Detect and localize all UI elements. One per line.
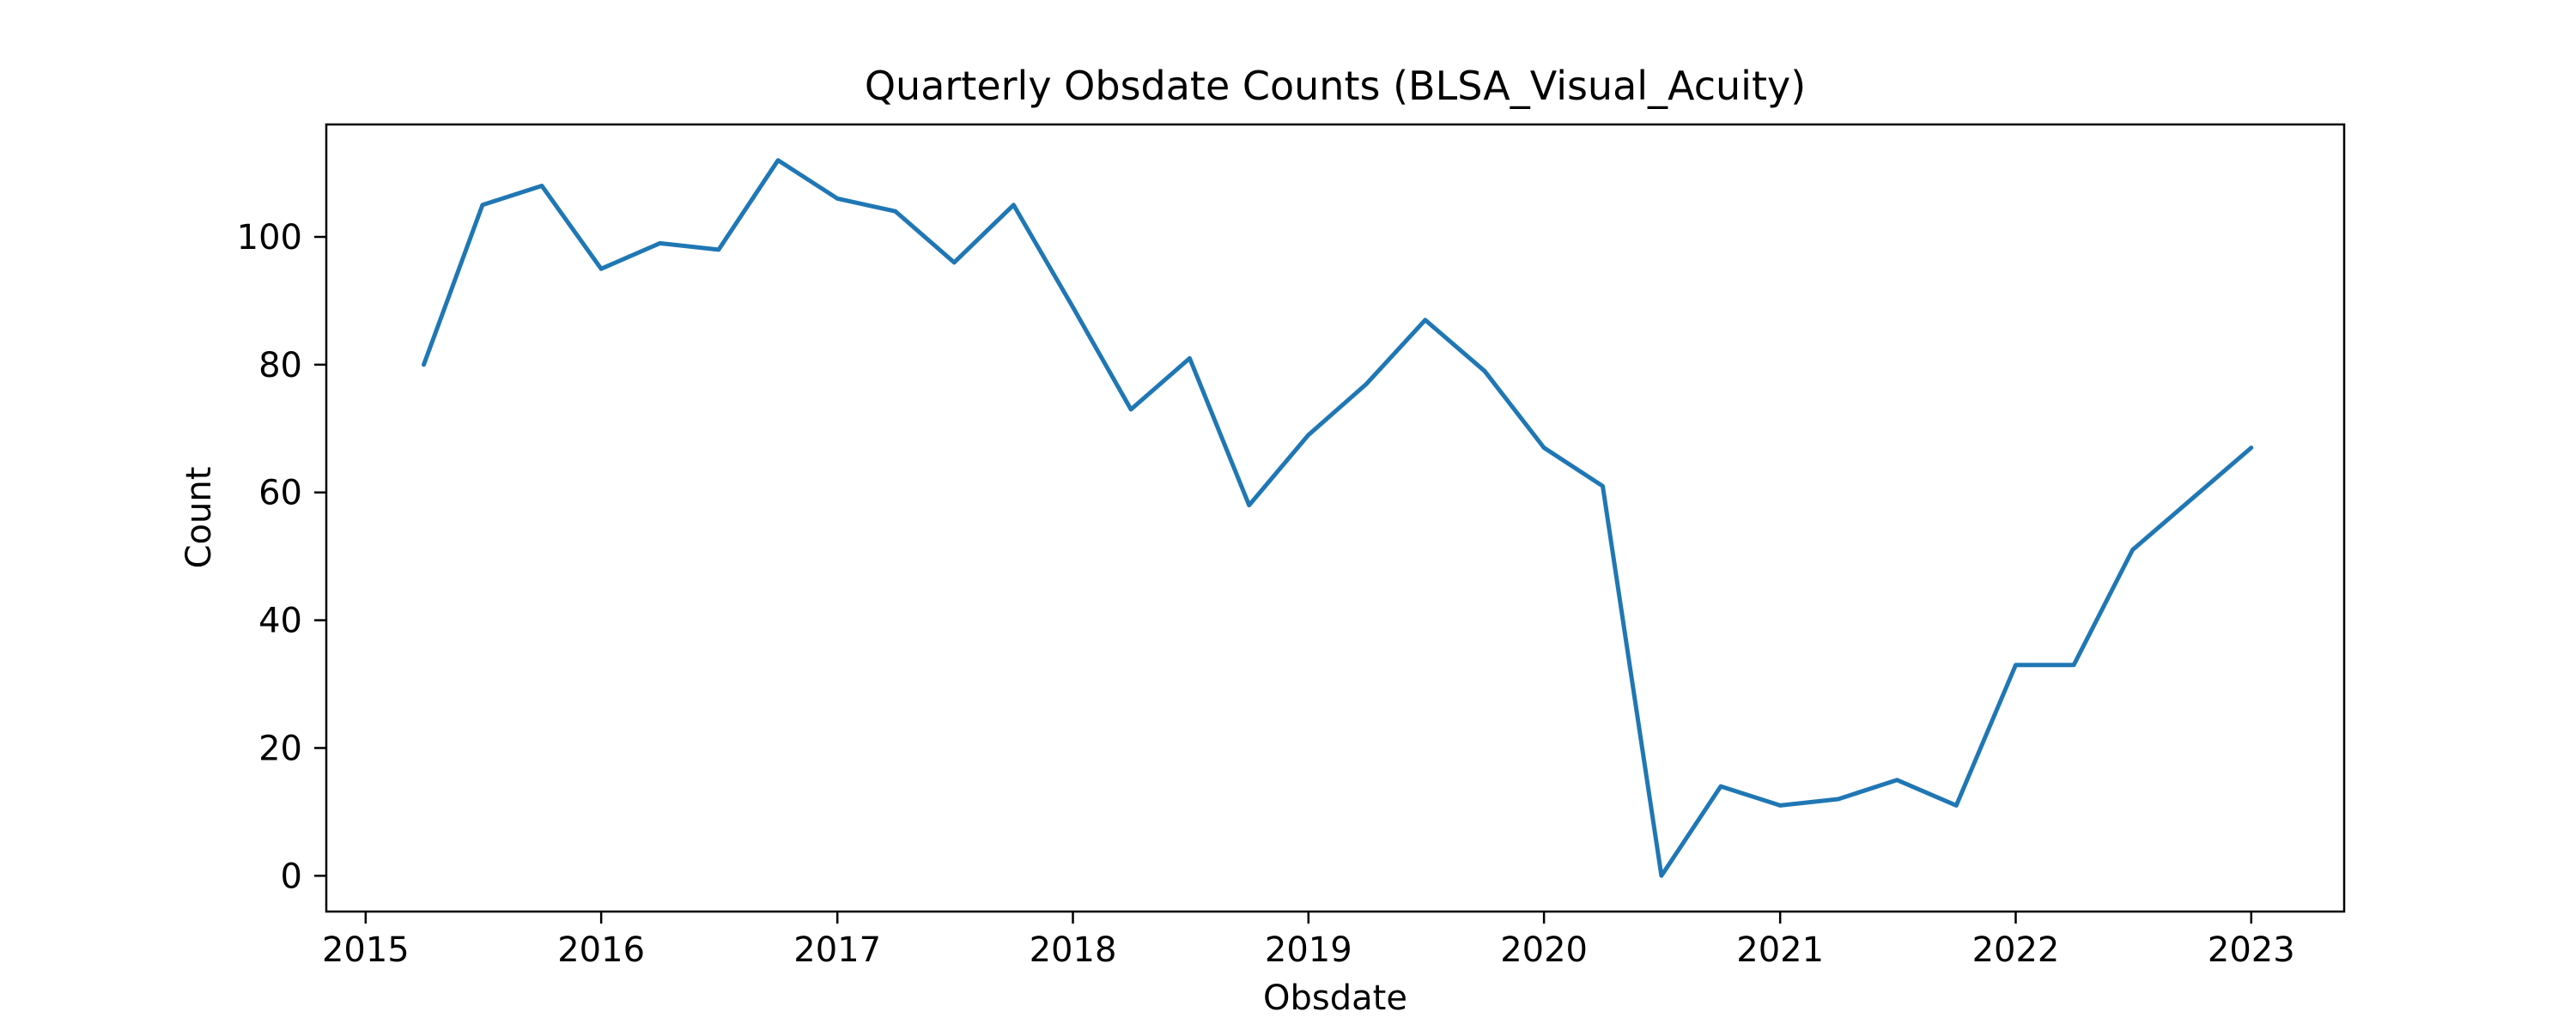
x-tick-label: 2019: [1265, 930, 1352, 970]
y-tick-label: 0: [281, 857, 302, 896]
x-axis-label: Obsdate: [1263, 978, 1407, 1018]
x-tick-label: 2018: [1030, 930, 1117, 970]
x-axis: 2015 2016 2017 2018 2019 2020 2021 2022 2023: [322, 912, 2295, 970]
x-tick-label: 2017: [793, 930, 881, 970]
chart-title: Quarterly Obsdate Counts (BLSA_Visual_Ac…: [865, 63, 1806, 109]
plot-frame: [325, 123, 2346, 913]
y-tick-label: 20: [258, 729, 302, 768]
y-tick-label: 80: [258, 346, 302, 385]
x-tick-label: 2015: [322, 930, 410, 970]
x-tick-label: 2021: [1736, 930, 1824, 970]
y-axis-label: Count: [179, 467, 219, 569]
x-tick-label: 2016: [557, 930, 645, 970]
series-line: [422, 158, 2254, 878]
y-tick-label: 60: [258, 474, 302, 513]
x-tick-label: 2023: [2208, 930, 2295, 970]
x-tick-label: 2022: [1972, 930, 2060, 970]
y-tick-label: 100: [237, 218, 302, 258]
y-tick-label: 40: [258, 602, 302, 641]
y-axis: 0 20 40 60 80 100: [237, 218, 326, 896]
x-tick-label: 2020: [1500, 930, 1588, 970]
plot-area: [422, 158, 2254, 878]
